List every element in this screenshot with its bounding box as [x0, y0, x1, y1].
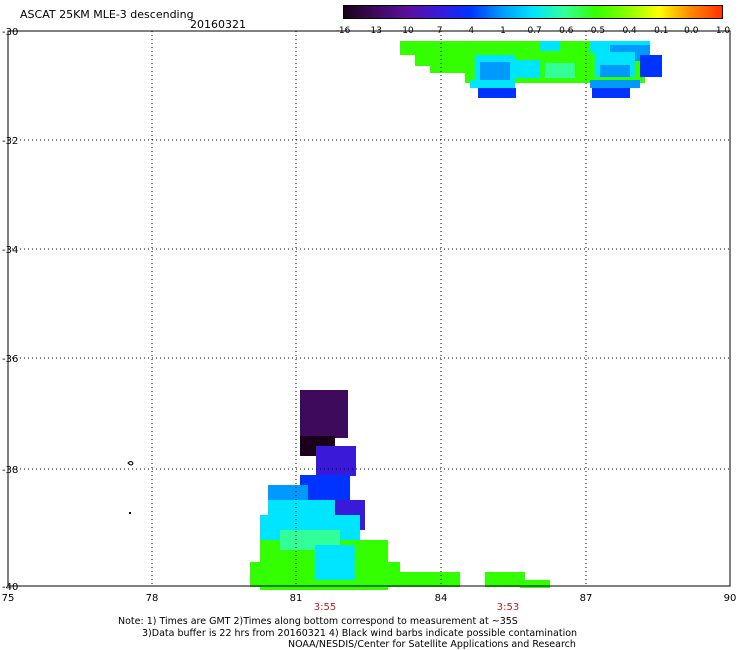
note-line-2: 3)Data buffer is 22 hrs from 20160321 4)… [142, 628, 578, 639]
time-labels: 3:55 3:53 [314, 602, 519, 613]
swath-cell [485, 572, 525, 587]
swath-cell [400, 41, 650, 55]
product-date: 20160321 [190, 18, 246, 31]
longitude-label: 87 [580, 593, 593, 604]
note-line-3: NOAA/NESDIS/Center for Satellite Applica… [288, 639, 576, 650]
product-title: ASCAT 25KM MLE-3 descending [20, 8, 194, 21]
swath-cell [430, 63, 655, 73]
latitude-label: -32 [2, 136, 18, 147]
longitude-label: 84 [435, 593, 448, 604]
latitude-label: -34 [2, 245, 18, 256]
latitude-label: -36 [2, 354, 18, 365]
swath-cell [640, 55, 662, 77]
longitude-label: 81 [290, 593, 303, 604]
longitude-label: 78 [146, 593, 159, 604]
latitude-label: -40 [2, 582, 18, 593]
coastline-island [127, 461, 134, 514]
latitude-label: -30 [2, 27, 18, 38]
swath-cell [415, 52, 645, 66]
swath-cell [590, 80, 640, 88]
colorbar [343, 5, 723, 19]
swath-cell [315, 545, 355, 580]
swath-cell [300, 390, 348, 438]
swath-cell [592, 88, 630, 98]
swath-cell [520, 580, 550, 588]
swath-cell [316, 446, 356, 476]
swath-cell [470, 80, 515, 88]
swath-cell [478, 88, 516, 98]
note-line-1: Note: 1) Times are GMT 2)Times along bot… [118, 616, 518, 627]
swath-cell [480, 62, 510, 80]
longitude-label: 90 [724, 593, 737, 604]
pass-time-label: 3:55 [314, 602, 336, 613]
latitude-labels: -30 -32 -34 -36 -38 -40 [2, 27, 18, 593]
swath-cell [540, 41, 560, 51]
longitude-labels: 75 78 81 84 87 90 [2, 593, 737, 604]
swath-cell [600, 65, 630, 77]
data-swaths [250, 41, 662, 590]
swath-cell [395, 572, 460, 587]
pass-time-label: 3:53 [497, 602, 519, 613]
plot-frame [7, 30, 731, 587]
swath-cell [300, 475, 350, 500]
graticule [8, 31, 730, 586]
longitude-label: 75 [2, 593, 15, 604]
swath-cell [515, 60, 540, 78]
swath-cell [545, 63, 575, 78]
latitude-label: -38 [2, 465, 18, 476]
